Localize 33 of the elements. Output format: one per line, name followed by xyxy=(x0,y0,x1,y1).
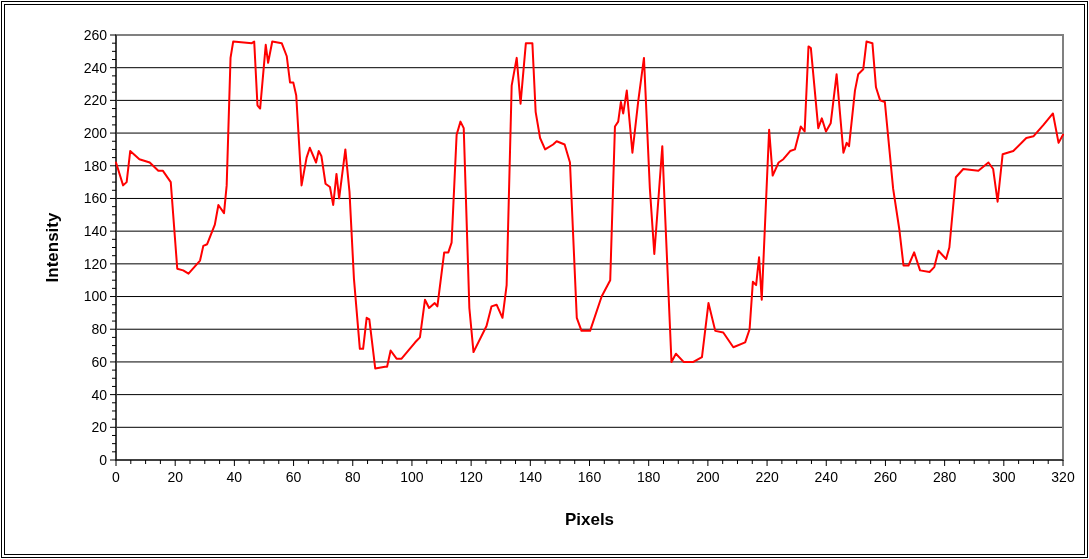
y-tick-label: 40 xyxy=(91,386,108,403)
x-tick-label: 260 xyxy=(873,469,898,485)
y-tick-label: 120 xyxy=(83,255,108,272)
x-tick-label: 40 xyxy=(226,469,243,485)
y-tick-label: 200 xyxy=(83,124,108,141)
y-axis-title: Intensity xyxy=(43,212,62,283)
x-tick-label: 140 xyxy=(518,469,543,485)
x-tick-label: 0 xyxy=(112,469,121,485)
x-tick-label: 80 xyxy=(344,469,361,485)
x-tick-label: 60 xyxy=(285,469,302,485)
y-tick-label: 240 xyxy=(83,59,108,76)
x-axis-title: Pixels xyxy=(564,510,615,529)
x-tick-label: 280 xyxy=(932,469,957,485)
x-tick-label: 160 xyxy=(577,469,602,485)
x-tick-label: 300 xyxy=(992,469,1016,485)
x-tick-label: 320 xyxy=(1051,469,1075,485)
x-tick-label: 100 xyxy=(400,469,424,485)
y-tick-label: 140 xyxy=(83,223,108,240)
y-tick-label: 60 xyxy=(91,353,108,370)
y-tick-label: 260 xyxy=(83,26,108,43)
y-tick-label: 180 xyxy=(83,157,108,174)
x-tick-label: 180 xyxy=(637,469,661,485)
x-tick-label: 20 xyxy=(167,469,184,485)
y-tick-label: 0 xyxy=(99,451,108,468)
x-tick-label: 120 xyxy=(459,469,484,485)
y-tick-label: 100 xyxy=(83,288,108,305)
x-tick-label: 220 xyxy=(755,469,779,485)
x-tick-label: 200 xyxy=(696,469,720,485)
y-tick-label: 220 xyxy=(83,92,108,109)
x-tick-label: 240 xyxy=(814,469,839,485)
y-tick-label: 20 xyxy=(91,419,108,436)
y-tick-label: 80 xyxy=(91,321,108,338)
y-tick-label: 160 xyxy=(83,190,108,207)
